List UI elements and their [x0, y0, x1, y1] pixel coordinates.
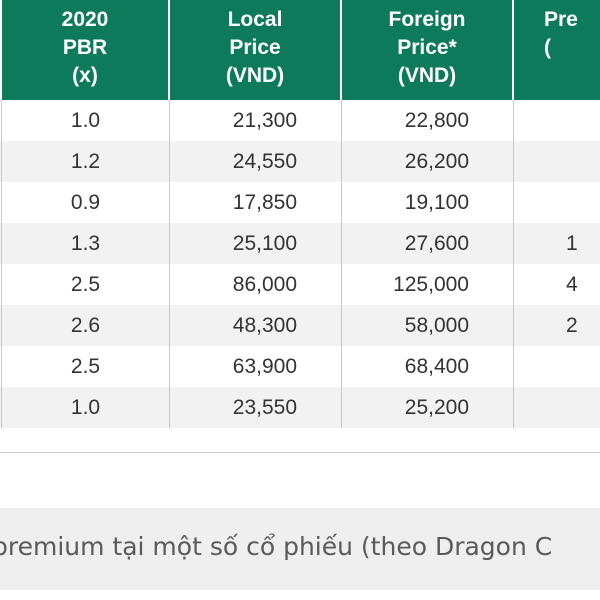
table-cell-local: 21,300	[170, 100, 342, 141]
table-cell-premium	[514, 141, 600, 182]
header-line: (VND)	[225, 64, 285, 87]
header-line: 2020	[61, 8, 109, 31]
header-cell-pbr: 2020 PBR (x)	[2, 0, 170, 100]
table-cell-local: 24,550	[170, 141, 342, 182]
price-table: 2020 PBR (x) Local Price (VND) Foreign Price* (V…	[0, 0, 600, 428]
header-line: (	[544, 36, 551, 59]
table-cell-leading	[0, 182, 2, 223]
table-cell-pbr: 2.5	[2, 346, 170, 387]
table-cell-leading	[0, 264, 2, 305]
table-cell-pbr: 0.9	[2, 182, 170, 223]
table-cell-pbr: 1.2	[2, 141, 170, 182]
header-line: PBR	[62, 36, 108, 59]
header-cell-foreign: Foreign Price* (VND)	[342, 0, 514, 100]
table-cell-foreign: 19,100	[342, 182, 514, 223]
table-cell-foreign: 25,200	[342, 387, 514, 428]
table-cell-local: 86,000	[170, 264, 342, 305]
table-cell-premium	[514, 387, 600, 428]
header-cell-leading	[0, 0, 2, 100]
table-cell-foreign: 26,200	[342, 141, 514, 182]
table-cell-premium	[514, 182, 600, 223]
table-cell-local: 17,850	[170, 182, 342, 223]
table-cell-premium: 2	[514, 305, 600, 346]
table-cell-foreign: 125,000	[342, 264, 514, 305]
table-cell-premium	[514, 346, 600, 387]
table-cell-premium	[514, 100, 600, 141]
table-cell-leading	[0, 346, 2, 387]
table-cell-pbr: 1.0	[2, 100, 170, 141]
table-cell-pbr: 1.3	[2, 223, 170, 264]
table-cell-pbr: 1.0	[2, 387, 170, 428]
table-cell-pbr: 2.5	[2, 264, 170, 305]
table-cell-leading	[0, 305, 2, 346]
table-cell-foreign: 22,800	[342, 100, 514, 141]
table-cell-premium: 4	[514, 264, 600, 305]
table-cell-leading	[0, 387, 2, 428]
header-line: Foreign	[388, 8, 466, 31]
header-cell-premium: Pre (	[514, 0, 600, 100]
header-line: (x)	[72, 64, 98, 87]
header-line: (VND)	[397, 64, 457, 87]
header-line: Price*	[397, 36, 457, 59]
table-bottom-border	[0, 452, 600, 453]
header-line: Price	[229, 36, 281, 59]
table-cell-local: 48,300	[170, 305, 342, 346]
table-cell-local: 63,900	[170, 346, 342, 387]
header-line: Local	[227, 8, 283, 31]
caption-box: premium tại một số cổ phiếu (theo Dragon…	[0, 508, 600, 590]
header-cell-local: Local Price (VND)	[170, 0, 342, 100]
table-cell-leading	[0, 100, 2, 141]
table-cell-leading	[0, 141, 2, 182]
table-cell-foreign: 27,600	[342, 223, 514, 264]
table-cell-foreign: 68,400	[342, 346, 514, 387]
table-cell-local: 25,100	[170, 223, 342, 264]
table-cell-pbr: 2.6	[2, 305, 170, 346]
table-cell-premium: 1	[514, 223, 600, 264]
table-cell-foreign: 58,000	[342, 305, 514, 346]
table-caption: premium tại một số cổ phiếu (theo Dragon…	[0, 532, 553, 561]
table-cell-leading	[0, 223, 2, 264]
table-cell-local: 23,550	[170, 387, 342, 428]
header-line: Pre	[544, 8, 578, 31]
